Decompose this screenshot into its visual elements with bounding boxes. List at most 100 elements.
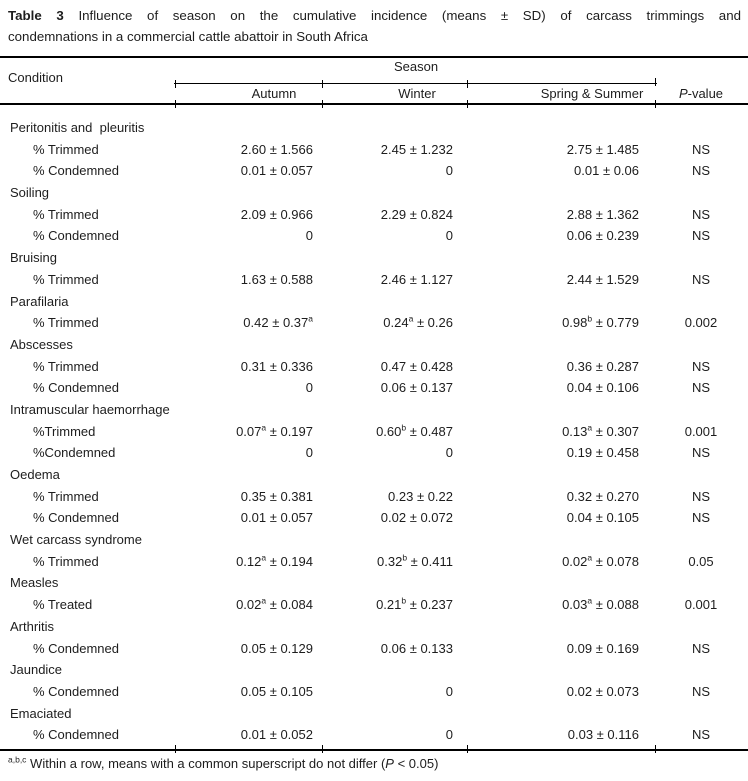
- value-cell-spring: 0.32 ± 0.270: [566, 488, 639, 504]
- column-header-spring-summer: Spring & Summer: [540, 86, 644, 101]
- header-bottom-rule: [0, 103, 748, 105]
- value-cell-autumn: 2.09 ± 0.966: [240, 206, 313, 222]
- value-cell-winter: 0.21b ± 0.237: [376, 595, 453, 613]
- value-cell-autumn: 0.05 ± 0.129: [240, 640, 313, 656]
- value-cell-autumn: 0.01 ± 0.057: [240, 163, 313, 179]
- condition-data-row: % Trimmed 0.42 ± 0.37a 0.24a ± 0.26 0.98b ±…: [0, 312, 748, 334]
- table-caption-line2: condemnations in a commercial cattle aba…: [8, 28, 368, 44]
- condition-label: % Condemned: [33, 380, 119, 396]
- condition-category-row: Soiling: [0, 182, 748, 204]
- table-caption: Table 3 Influence of season on the cumul…: [8, 6, 741, 47]
- condition-label: % Condemned: [33, 640, 119, 656]
- value-cell-winter: 0.06 ± 0.133: [380, 640, 453, 656]
- value-cell-autumn: 0.42 ± 0.37a: [243, 313, 313, 331]
- column-header-autumn: Autumn: [251, 86, 297, 101]
- value-cell-winter: 0: [445, 228, 453, 244]
- footnote-text-end: < 0.05): [393, 756, 439, 771]
- condition-data-row: %Condemned 0 0 0.19 ± 0.458 NS: [0, 442, 748, 464]
- condition-label: % Trimmed: [33, 358, 99, 374]
- value-cell-autumn: 0: [305, 380, 313, 396]
- value-cell-spring: 2.88 ± 1.362: [566, 206, 639, 222]
- column-group-header-season: Season: [393, 59, 439, 74]
- value-cell-autumn: 0: [305, 228, 313, 244]
- table-number: Table 3: [8, 8, 64, 23]
- value-cell-winter: 0.60b ± 0.487: [376, 422, 453, 439]
- boundary-tick: [655, 100, 656, 108]
- condition-label: Oedema: [10, 467, 60, 482]
- value-cell-spring: 0.04 ± 0.106: [566, 380, 639, 396]
- value-cell-autumn: 0: [305, 445, 313, 461]
- condition-label: Bruising: [10, 250, 57, 266]
- condition-label: Measles: [10, 575, 59, 591]
- value-cell-spring: 0.02a ± 0.078: [562, 552, 639, 569]
- condition-label: % Condemned: [33, 727, 119, 743]
- value-cell-spring: 0.09 ± 0.169: [566, 640, 639, 656]
- condition-data-row: % Trimmed 0.12a ± 0.194 0.32b ± 0.411 0.02a…: [0, 551, 748, 573]
- column-header-condition: Condition: [8, 70, 63, 85]
- value-cell-winter: 0.24a ± 0.26: [383, 313, 453, 331]
- condition-category-row: Measles: [0, 572, 748, 594]
- pvalue-italic-p: P: [678, 86, 688, 101]
- value-cell-autumn: 0.02a ± 0.084: [236, 595, 313, 613]
- value-cell-spring: 0.13a ± 0.307: [562, 422, 639, 439]
- condition-label: Parafilaria: [10, 293, 69, 309]
- condition-label: Intramuscular haemorrhage: [10, 401, 170, 417]
- pvalue-cell: NS: [691, 206, 711, 222]
- boundary-tick: [322, 80, 323, 88]
- condition-label: Jaundice: [10, 662, 63, 678]
- value-cell-spring: 0.03 ± 0.116: [567, 727, 639, 743]
- value-cell-winter: 0: [445, 445, 453, 461]
- condition-data-row: % Condemned 0.05 ± 0.105 0 0.02 ± 0.073 NS: [0, 681, 748, 703]
- condition-category-row: Parafilaria: [0, 291, 748, 313]
- condition-label: % Condemned: [33, 163, 119, 179]
- condition-label: Peritonitis and pleuritis: [10, 120, 145, 135]
- condition-data-row: % Condemned 0.01 ± 0.052 0 0.03 ± 0.116 NS: [0, 724, 748, 746]
- footnote-text: Within a row, means with a common supers…: [26, 756, 386, 771]
- value-cell-spring: 0.19 ± 0.458: [566, 445, 639, 461]
- value-cell-spring: 0.98b ± 0.779: [562, 313, 639, 331]
- boundary-tick: [467, 100, 468, 108]
- condition-label: % Condemned: [33, 228, 119, 244]
- value-cell-winter: 2.29 ± 0.824: [380, 206, 453, 222]
- boundary-tick: [322, 100, 323, 108]
- value-cell-spring: 0.02 ± 0.073: [566, 683, 639, 699]
- condition-data-row: % Condemned 0.01 ± 0.057 0 0.01 ± 0.06 NS: [0, 160, 748, 182]
- boundary-tick: [467, 80, 468, 88]
- condition-data-row: % Condemned 0.05 ± 0.129 0.06 ± 0.133 0.09 …: [0, 638, 748, 660]
- pvalue-cell: NS: [691, 510, 711, 526]
- condition-category-row: Wet carcass syndrome: [0, 529, 748, 551]
- pvalue-suffix: -value: [687, 86, 724, 101]
- pvalue-cell: 0.001: [684, 597, 718, 613]
- table-top-rule: [0, 56, 748, 58]
- footnote-italic-p: P: [385, 756, 394, 771]
- condition-label: Emaciated: [10, 705, 72, 721]
- value-cell-autumn: 1.63 ± 0.588: [240, 271, 313, 287]
- value-cell-winter: 0.06 ± 0.137: [380, 380, 453, 396]
- condition-label: % Treated: [33, 597, 93, 613]
- boundary-tick: [175, 745, 176, 753]
- pvalue-cell: NS: [691, 358, 711, 374]
- condition-label: Soiling: [10, 185, 50, 201]
- pvalue-cell: NS: [691, 488, 711, 504]
- value-cell-winter: 0: [445, 683, 453, 699]
- pvalue-cell: NS: [691, 727, 711, 743]
- pvalue-cell: NS: [691, 228, 711, 244]
- value-cell-spring: 0.03a ± 0.088: [562, 595, 639, 613]
- value-cell-winter: 2.46 ± 1.127: [380, 271, 453, 287]
- boundary-tick: [175, 80, 176, 88]
- table-body: Peritonitis and pleuritis % Trimmed 2.60 ±…: [0, 117, 748, 746]
- value-cell-winter: 2.45 ± 1.232: [380, 141, 453, 157]
- value-cell-winter: 0.02 ± 0.072: [380, 510, 453, 526]
- condition-category-row: Jaundice: [0, 659, 748, 681]
- pvalue-cell: NS: [691, 445, 711, 461]
- boundary-tick: [322, 745, 323, 753]
- boundary-tick: [655, 78, 656, 86]
- boundary-tick: [175, 100, 176, 108]
- value-cell-winter: 0.47 ± 0.428: [380, 358, 453, 374]
- condition-data-row: % Trimmed 0.31 ± 0.336 0.47 ± 0.428 0.36 ± …: [0, 356, 748, 378]
- footnote-superscripts: a,b,c: [8, 754, 27, 765]
- condition-label: % Trimmed: [33, 141, 99, 157]
- pvalue-cell: 0.002: [684, 315, 718, 331]
- boundary-tick: [655, 745, 656, 753]
- condition-data-row: % Treated 0.02a ± 0.084 0.21b ± 0.237 0.03a…: [0, 594, 748, 616]
